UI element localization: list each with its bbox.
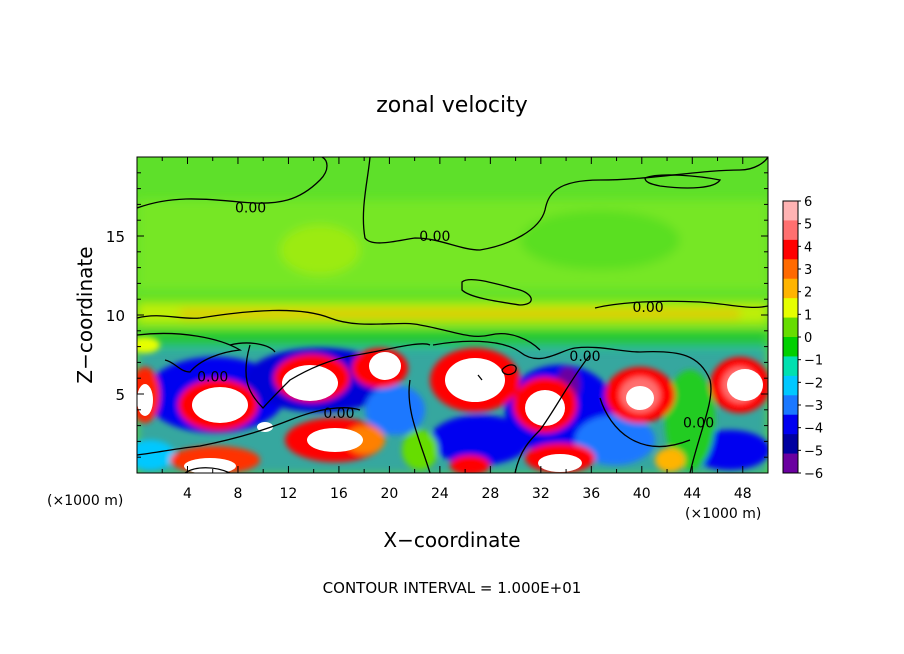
colorbar-label: 4 bbox=[804, 240, 812, 255]
x-tick-label: 16 bbox=[330, 486, 348, 502]
x-tick-label: 8 bbox=[233, 486, 242, 502]
colorbar-swatch bbox=[783, 414, 798, 435]
x-axis: 4 8 12 16 20 24 28 32 36 40 44 48 bbox=[161, 157, 752, 502]
colorbar-swatch bbox=[783, 298, 798, 319]
colorbar-label: 1 bbox=[804, 308, 812, 323]
blue-cell bbox=[575, 415, 655, 465]
contour-label: 0.00 bbox=[633, 300, 664, 316]
x-tick-label: 12 bbox=[280, 486, 298, 502]
colorbar-label: 5 bbox=[804, 218, 812, 233]
colorbar-swatch bbox=[783, 375, 798, 396]
lower-green-band bbox=[137, 330, 768, 348]
x-axis-label: X−coordinate bbox=[383, 528, 520, 552]
colorbar-swatch bbox=[783, 317, 798, 338]
saturated-cores bbox=[137, 352, 763, 473]
orange-cell bbox=[655, 448, 685, 472]
colorbar-swatch bbox=[783, 337, 798, 357]
chart-title: zonal velocity bbox=[376, 93, 528, 118]
x-tick-label: 48 bbox=[734, 486, 752, 502]
contour-label: 0.00 bbox=[235, 201, 266, 217]
colorbar-label: −4 bbox=[804, 422, 823, 437]
red-cell bbox=[450, 455, 490, 473]
colorbar: 6 5 4 3 2 1 0 −1 −2 −3 −4 −5 −6 bbox=[782, 195, 823, 482]
y-tick-label: 10 bbox=[106, 307, 125, 325]
y-axis-label: Z−coordinate bbox=[73, 246, 97, 383]
upper-yellow-patch bbox=[280, 225, 360, 275]
contour-labels: 0.00 0.00 0.00 0.00 0.00 0.00 0.00 bbox=[197, 201, 714, 432]
colorbar-label: −1 bbox=[804, 354, 823, 369]
colorbar-swatch bbox=[783, 434, 798, 455]
x-tick-label: 20 bbox=[380, 486, 398, 502]
cyan-cell bbox=[137, 440, 175, 470]
colorbar-label: 2 bbox=[804, 286, 812, 301]
upper-green-patch bbox=[520, 210, 680, 270]
x-tick-label: 4 bbox=[183, 486, 192, 502]
x-tick-label: 28 bbox=[481, 486, 499, 502]
blue-cell bbox=[430, 415, 530, 465]
x-tick-label: 44 bbox=[683, 486, 701, 502]
colorbar-label: −6 bbox=[804, 467, 823, 482]
colorbar-label: 6 bbox=[804, 195, 812, 210]
x-unit-left: (×1000 m) bbox=[47, 493, 123, 509]
colorbar-swatch bbox=[783, 239, 798, 260]
y-tick-label: 15 bbox=[106, 228, 125, 246]
y-axis: 5 10 15 bbox=[106, 172, 768, 458]
colorbar-swatch bbox=[783, 201, 798, 221]
contour-label: 0.00 bbox=[419, 229, 450, 245]
y-tick-label: 5 bbox=[115, 386, 125, 404]
x-tick-label: 36 bbox=[582, 486, 600, 502]
transition-band-orange bbox=[180, 310, 740, 318]
colorbar-swatch bbox=[783, 395, 798, 416]
x-tick-label: 24 bbox=[431, 486, 449, 502]
colorbar-swatch bbox=[783, 259, 798, 280]
heatmap-field: 0.00 0.00 0.00 0.00 0.00 0.00 0.00 bbox=[137, 157, 768, 473]
x-tick-label: 32 bbox=[532, 486, 550, 502]
colorbar-label: −2 bbox=[804, 376, 823, 391]
green-cell bbox=[402, 430, 438, 470]
colorbar-label: 3 bbox=[804, 263, 812, 278]
x-tick-label: 40 bbox=[633, 486, 651, 502]
blue-cell bbox=[365, 385, 425, 435]
green-cell bbox=[665, 370, 715, 470]
colorbar-label: 0 bbox=[804, 331, 812, 346]
contour-label: 0.00 bbox=[197, 370, 228, 386]
colorbar-swatch bbox=[783, 453, 798, 474]
contour-label: 0.00 bbox=[683, 415, 714, 431]
colorbar-swatch bbox=[783, 278, 798, 299]
colorbar-swatch bbox=[783, 220, 798, 241]
contour-label: 0.00 bbox=[323, 406, 354, 422]
footer-contour-interval: CONTOUR INTERVAL = 1.000E+01 bbox=[323, 579, 582, 597]
yellow-cell bbox=[137, 337, 160, 353]
x-unit-right: (×1000 m) bbox=[685, 506, 761, 522]
colorbar-label: −3 bbox=[804, 399, 823, 414]
colorbar-swatch bbox=[783, 356, 798, 377]
colorbar-label: −5 bbox=[804, 444, 823, 459]
contour-label: 0.00 bbox=[569, 349, 600, 365]
